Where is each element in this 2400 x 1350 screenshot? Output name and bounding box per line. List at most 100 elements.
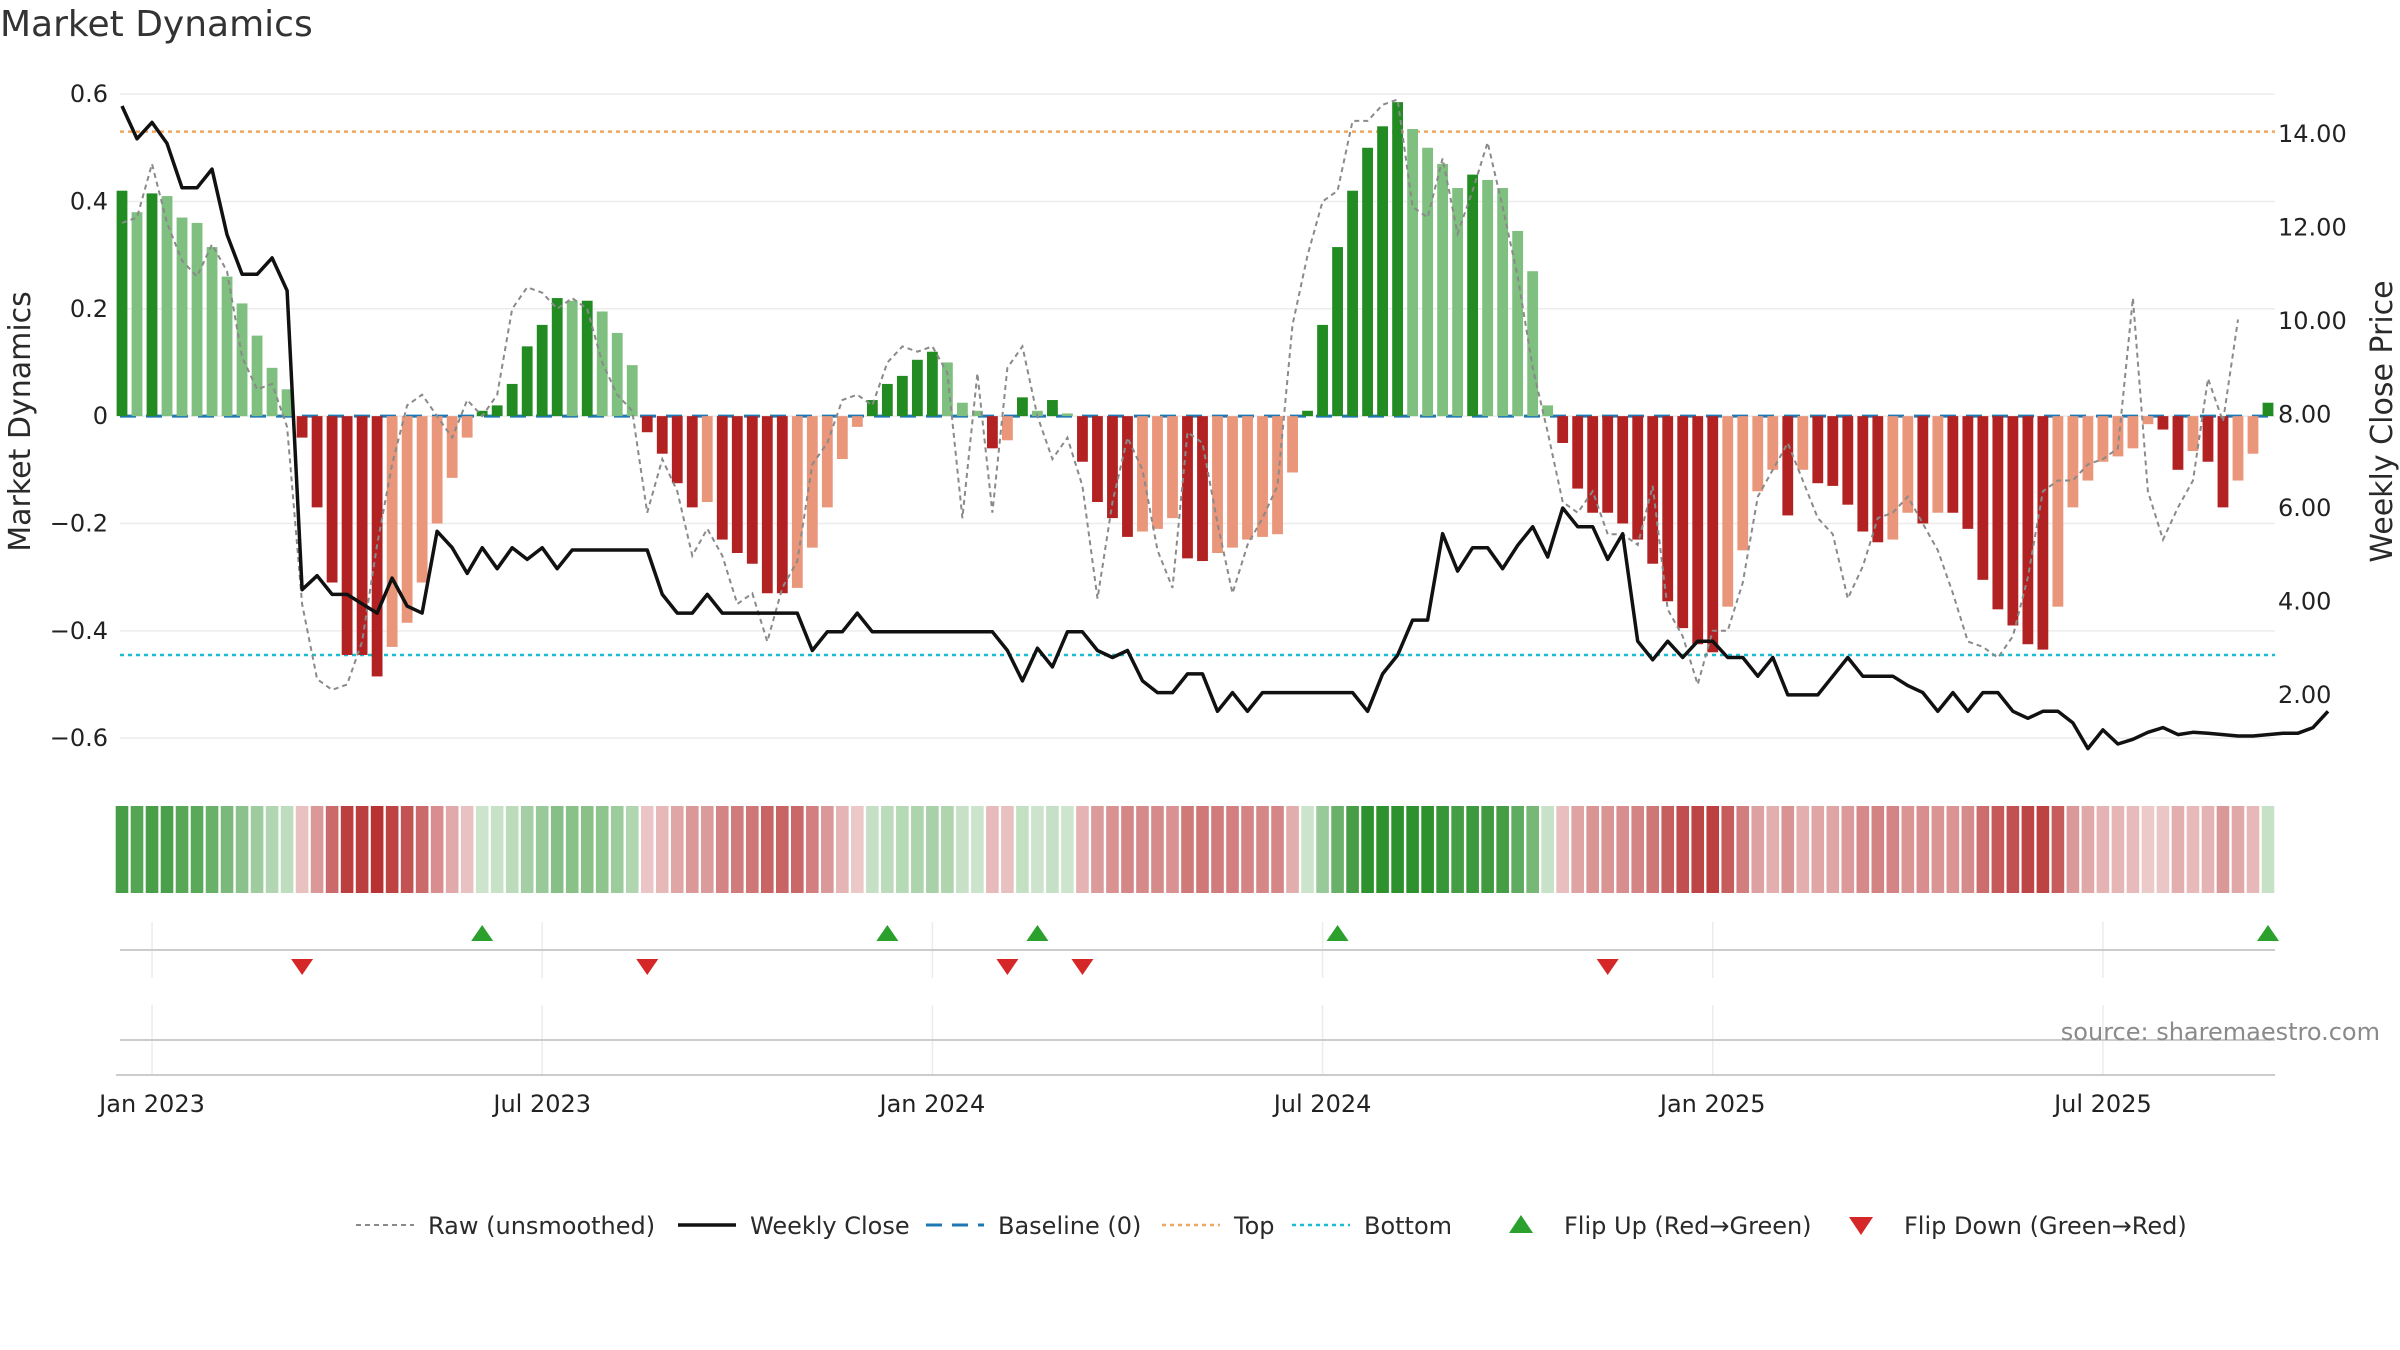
momentum-bar [761, 416, 773, 594]
momentum-bar [1092, 416, 1103, 503]
momentum-bar [1617, 416, 1629, 524]
momentum-bar [1422, 147, 1434, 417]
momentum-bar [1977, 416, 1989, 580]
regime-strip-cell [2231, 806, 2245, 893]
momentum-bar [1317, 324, 1328, 417]
regime-strip-cell [265, 806, 279, 893]
regime-strip-cell [1001, 806, 1014, 893]
momentum-bar [506, 383, 518, 417]
regime-strip-cell [836, 806, 849, 893]
regime-strip-cell [490, 806, 504, 893]
regime-strip-cell [2216, 806, 2230, 893]
momentum-bar [296, 416, 308, 438]
regime-strip-cell [1241, 806, 1254, 893]
regime-strip-cell [460, 806, 474, 893]
momentum-bar [1752, 416, 1764, 492]
regime-strip-cell [310, 806, 324, 893]
momentum-bar [1482, 179, 1494, 417]
regime-strip-cell [2036, 806, 2050, 893]
momentum-bar [1167, 416, 1178, 519]
momentum-bar [266, 367, 278, 417]
momentum-bar [626, 365, 638, 417]
regime-strip-cell [2201, 806, 2215, 893]
regime-strip-cell [1811, 806, 1825, 893]
regime-strip-cell [370, 806, 384, 893]
momentum-bar [1917, 416, 1929, 524]
momentum-bar [251, 335, 263, 417]
momentum-bar [131, 212, 143, 417]
regime-strip-cell [1316, 806, 1329, 893]
regime-strip-cell [505, 806, 519, 893]
momentum-bar [866, 400, 878, 417]
momentum-bar [161, 196, 173, 417]
momentum-bar [1602, 416, 1614, 513]
regime-strip-cell [2171, 806, 2185, 893]
momentum-bar [1497, 188, 1509, 417]
momentum-bar [1152, 416, 1163, 529]
legend: Raw (unsmoothed) Weekly Close Baseline (0)… [356, 1212, 2187, 1240]
y2-tick-label: 10.00 [2278, 307, 2347, 335]
momentum-bar [491, 405, 503, 417]
momentum-bar [956, 402, 968, 417]
regime-strip-cell [986, 806, 999, 893]
momentum-bar [1242, 416, 1253, 540]
regime-strip-cell [1256, 806, 1269, 893]
momentum-bar [2052, 416, 2064, 607]
regime-strip-cell [130, 806, 144, 893]
regime-strip-cell [1391, 806, 1404, 893]
regime-strip-cell [941, 806, 954, 893]
legend-label: Raw (unsmoothed) [428, 1212, 655, 1240]
momentum-bar [716, 416, 728, 540]
regime-strip-cell [926, 806, 939, 893]
momentum-bar [641, 416, 653, 433]
momentum-bar [1002, 416, 1013, 441]
regime-strip-cell [475, 806, 489, 893]
momentum-bar [566, 300, 578, 417]
momentum-bar [551, 298, 563, 417]
regime-strip-cell [2141, 806, 2155, 893]
regime-strip-cell [340, 806, 354, 893]
regime-strip-cell [2186, 806, 2200, 893]
momentum-bar [941, 362, 953, 417]
momentum-bar [236, 303, 248, 417]
momentum-bar [1452, 188, 1464, 417]
momentum-bar [1287, 416, 1298, 473]
momentum-bar [1062, 413, 1073, 417]
y-tick-label: 0.2 [70, 295, 108, 323]
momentum-bar [1527, 271, 1539, 417]
momentum-bar [581, 300, 593, 417]
regime-strip-cell [400, 806, 414, 893]
momentum-bar [1392, 102, 1403, 417]
momentum-bar [671, 416, 683, 484]
momentum-bar [821, 416, 833, 508]
momentum-bar [1887, 416, 1899, 540]
flip-markers [120, 922, 2279, 978]
momentum-bar [1962, 416, 1974, 529]
regime-strip-cell [295, 806, 309, 893]
momentum-bar [1587, 416, 1599, 513]
momentum-bar [446, 416, 458, 478]
regime-strip-cell [2051, 806, 2065, 893]
regime-strip-cell [1121, 806, 1134, 893]
y2-tick-label: 4.00 [2278, 587, 2331, 615]
legend-swatch-flip-up [1509, 1215, 1533, 1233]
regime-strip-cell [190, 806, 204, 893]
regime-strip-cell [700, 806, 714, 893]
momentum-bar [2142, 416, 2154, 425]
regime-strip-cell [1106, 806, 1119, 893]
regime-strip-cell [2246, 806, 2260, 893]
regime-strip-cell [1871, 806, 1885, 893]
momentum-bar [1362, 147, 1373, 417]
regime-strip-cell [1796, 806, 1810, 893]
regime-strip-cell [2096, 806, 2110, 893]
momentum-bar [1377, 126, 1388, 417]
legend-item-raw: Raw (unsmoothed) [356, 1212, 655, 1240]
regime-strip-cell [580, 806, 594, 893]
x-tick-label: Jul 2024 [1272, 1090, 1372, 1118]
momentum-bar [1827, 416, 1839, 486]
momentum-bar [1992, 416, 2004, 610]
regime-strip-cell [655, 806, 669, 893]
momentum-bar [461, 416, 473, 438]
momentum-bar [1677, 416, 1689, 629]
momentum-bar [2247, 416, 2259, 454]
